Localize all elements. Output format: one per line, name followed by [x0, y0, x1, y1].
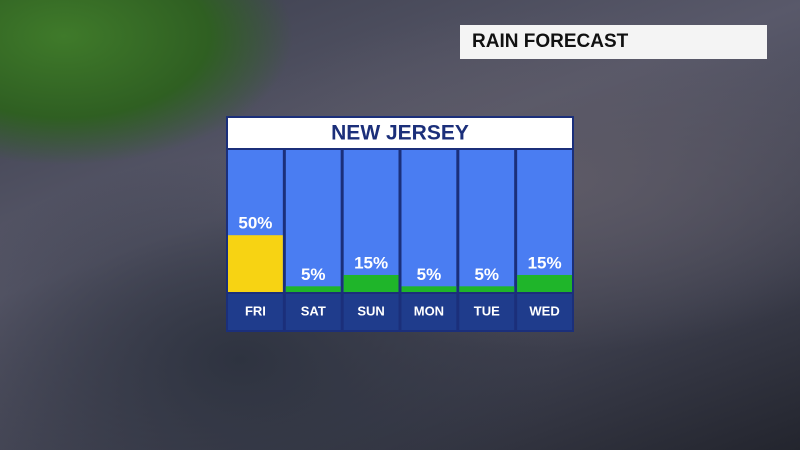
bar — [228, 235, 283, 292]
bar — [459, 286, 515, 292]
chart-title: NEW JERSEY — [331, 122, 469, 145]
column-bg — [517, 150, 572, 292]
x-tick-label: SUN — [357, 303, 384, 318]
column-bg — [401, 150, 457, 292]
panel — [226, 116, 574, 332]
value-label: 15% — [528, 253, 562, 272]
label-band — [285, 294, 341, 330]
label-band — [343, 294, 399, 330]
label-band — [401, 294, 457, 330]
column-bg — [343, 150, 399, 292]
x-tick-label: FRI — [245, 303, 266, 318]
label-band — [459, 294, 515, 330]
value-label: 5% — [301, 265, 326, 284]
value-label: 50% — [238, 214, 272, 233]
value-label: 15% — [354, 253, 388, 272]
bar — [343, 274, 399, 292]
x-tick-label: TUE — [474, 303, 500, 318]
x-tick-label: MON — [414, 303, 444, 318]
label-band — [517, 294, 572, 330]
header-box — [460, 25, 767, 59]
title-bar — [228, 118, 572, 148]
value-label: 5% — [474, 265, 499, 284]
x-tick-label: WED — [529, 303, 559, 318]
label-band — [228, 294, 283, 330]
column-bg — [459, 150, 515, 292]
value-label: 5% — [417, 265, 442, 284]
bar — [517, 274, 572, 292]
column-bg — [285, 150, 341, 292]
bar — [285, 286, 341, 292]
x-tick-label: SAT — [301, 303, 326, 318]
bar — [401, 286, 457, 292]
header-title: RAIN FORECAST — [472, 31, 629, 52]
